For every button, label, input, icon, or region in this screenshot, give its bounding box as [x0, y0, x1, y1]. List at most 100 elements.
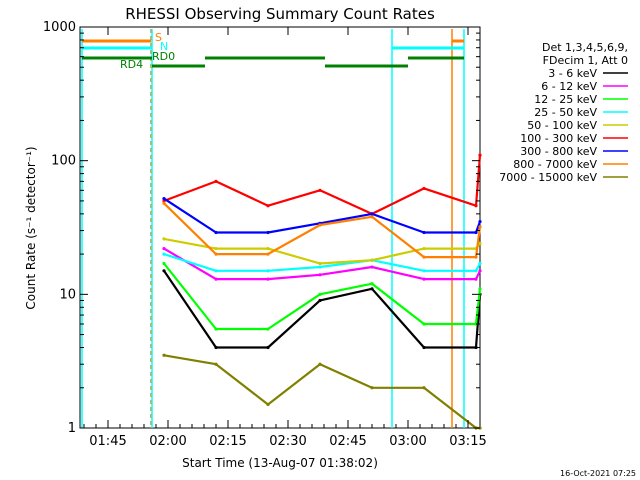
legend-entry-label: 100 - 300 keV [520, 132, 597, 145]
legend-entry-label: 50 - 100 keV [527, 119, 597, 132]
data-point [162, 237, 166, 241]
legend-header: FDecim 1, Att 0 [543, 54, 628, 67]
legend-header: Det 1,3,4,5,6,9, [542, 41, 628, 54]
legend-entry-label: 7000 - 15000 keV [499, 171, 597, 184]
data-point [478, 220, 482, 224]
data-point [474, 204, 478, 208]
legend-entry-label: 25 - 50 keV [534, 106, 597, 119]
series-line [163, 270, 482, 349]
data-point [422, 277, 426, 281]
data-point [478, 287, 482, 291]
data-point [422, 345, 426, 350]
series-line [163, 155, 482, 215]
series-lines [162, 153, 482, 430]
data-point [370, 215, 374, 219]
data-point [214, 327, 218, 331]
chart-title: RHESSI Observing Summary Count Rates [125, 5, 435, 23]
data-point [162, 201, 166, 205]
data-point [474, 269, 478, 273]
legend: Det 1,3,4,5,6,9,FDecim 1, Att 03 - 6 keV… [499, 41, 628, 184]
data-point [266, 269, 270, 273]
data-point [370, 386, 374, 390]
legend-entry-label: 3 - 6 keV [548, 67, 597, 80]
series-line [163, 253, 481, 272]
x-axis-label: Start Time (13-Aug-07 01:38:02) [182, 456, 378, 470]
data-point [214, 246, 218, 251]
x-tick-label: 03:00 [389, 434, 426, 449]
data-point [474, 277, 478, 281]
data-point [214, 269, 218, 273]
marker-label: N [160, 40, 168, 53]
data-point [266, 246, 270, 251]
series-line [163, 262, 482, 331]
x-tick-label: 02:45 [329, 434, 366, 449]
data-point [422, 322, 426, 326]
timestamp: 16-Oct-2021 07:25 [560, 469, 636, 478]
data-point [266, 252, 270, 256]
x-tick-label: 03:15 [449, 434, 486, 449]
data-point [474, 230, 478, 235]
legend-entry-label: 12 - 25 keV [534, 93, 597, 106]
marker-label: S [155, 31, 162, 44]
data-point [162, 252, 166, 256]
data-point [478, 225, 482, 229]
data-point [478, 241, 482, 246]
data-point [318, 362, 322, 366]
data-point [370, 282, 374, 286]
series-line [163, 202, 482, 259]
data-point [422, 230, 426, 235]
y-tick-label: 10 [59, 287, 76, 302]
x-tick-label: 02:15 [209, 434, 246, 449]
data-point [370, 258, 374, 262]
data-point [318, 261, 322, 266]
y-tick-label: 100 [51, 154, 76, 169]
plot-frame [79, 26, 481, 429]
series-line [163, 197, 482, 234]
data-point [214, 345, 218, 350]
data-point [266, 327, 270, 331]
x-tick-label: 02:00 [149, 434, 186, 449]
data-point [214, 277, 218, 281]
data-point [318, 223, 322, 227]
data-point [266, 204, 270, 208]
data-point [162, 353, 166, 357]
data-point [214, 179, 218, 183]
legend-entry-label: 6 - 12 keV [541, 80, 597, 93]
data-point [214, 252, 218, 256]
legend-entry-label: 800 - 7000 keV [513, 158, 597, 171]
data-point [162, 246, 166, 251]
series-line [163, 247, 481, 281]
y-axis-label: Count Rate (s⁻¹ detector⁻¹) [24, 146, 38, 309]
data-point [370, 212, 374, 216]
data-point [422, 246, 426, 251]
data-point [422, 269, 426, 273]
series-line [163, 237, 481, 265]
data-point [422, 386, 426, 390]
data-point [214, 230, 218, 235]
data-point [370, 265, 374, 269]
data-point [478, 269, 482, 273]
x-axis: 01:45 02:00 02:15 02:30 02:45 03:00 03:15 [83, 27, 487, 449]
legend-entry-label: 300 - 800 keV [520, 145, 597, 158]
x-tick-label: 02:30 [269, 434, 306, 449]
series-line [163, 354, 480, 430]
marker-label: RD0 [152, 50, 175, 63]
data-point [318, 298, 322, 303]
data-point [318, 292, 322, 296]
data-point [478, 261, 482, 266]
data-point [370, 287, 374, 291]
marker-label: RD4 [120, 58, 143, 71]
data-point [266, 402, 270, 407]
data-point [422, 186, 426, 191]
data-point [162, 261, 166, 266]
data-point [478, 153, 482, 157]
data-point [422, 255, 426, 259]
data-point [318, 265, 322, 269]
data-point [162, 197, 166, 201]
data-point [318, 273, 322, 277]
plot-area [79, 26, 481, 429]
data-point [266, 277, 270, 281]
data-point [474, 255, 478, 259]
